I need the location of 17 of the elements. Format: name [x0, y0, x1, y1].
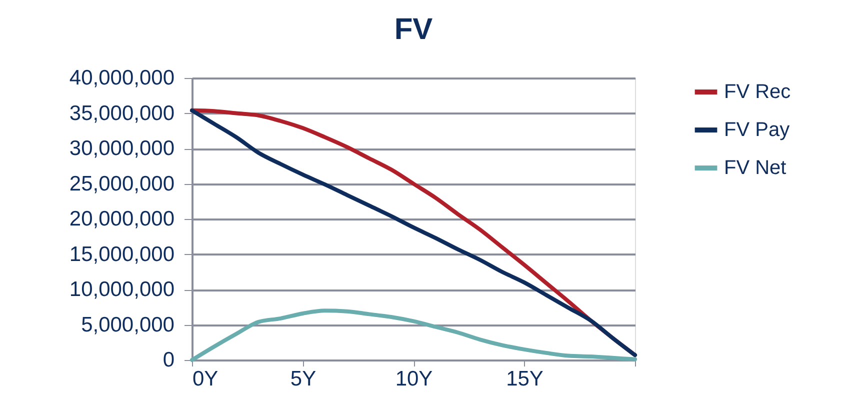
- legend-label: FV Rec: [724, 81, 791, 103]
- y-tick-label: 0: [162, 348, 174, 372]
- x-tick-label: 10Y: [395, 368, 433, 390]
- y-tick-label: 5,000,000: [81, 313, 174, 336]
- y-tick-label: 30,000,000: [69, 137, 174, 160]
- x-tick-label: 5Y: [290, 368, 316, 390]
- x-tick-label: 15Y: [506, 368, 544, 390]
- legend-label: FV Net: [724, 157, 787, 179]
- y-tick-label: 25,000,000: [69, 172, 174, 196]
- y-tick-label: 40,000,000: [69, 66, 174, 90]
- x-tick-label: 0Y: [192, 368, 218, 390]
- legend-label: FV Pay: [724, 119, 790, 141]
- y-tick-label: 35,000,000: [69, 102, 174, 125]
- y-tick-label: 20,000,000: [69, 208, 174, 230]
- y-tick-label: 10,000,000: [69, 278, 174, 301]
- y-tick-label: 15,000,000: [69, 242, 174, 266]
- chart-title: FV: [394, 13, 433, 46]
